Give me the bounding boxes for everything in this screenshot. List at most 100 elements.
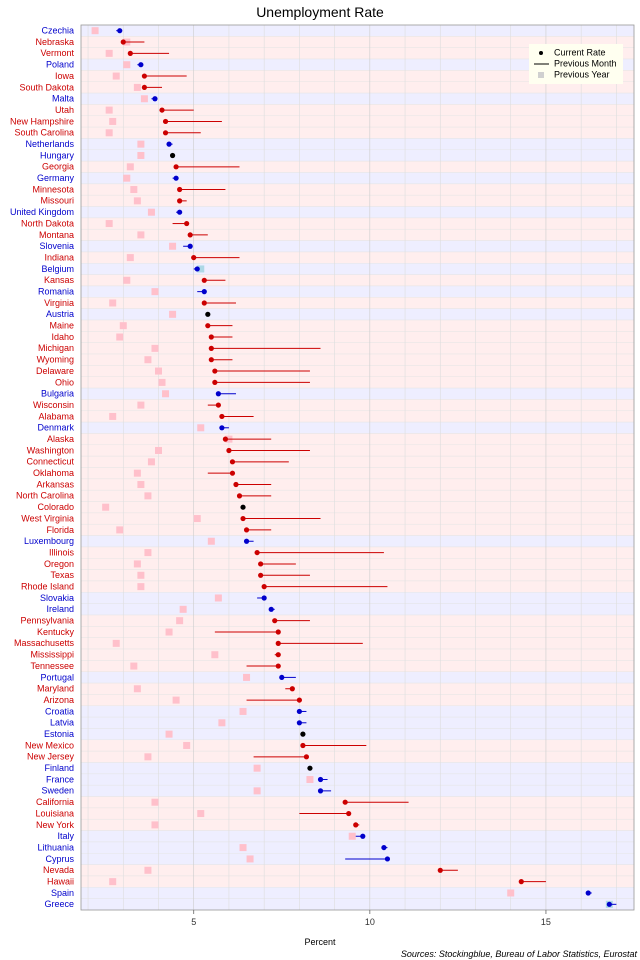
row-label: Georgia xyxy=(42,162,74,172)
current-rate-point xyxy=(187,232,193,238)
row-label: Netherlands xyxy=(25,139,74,149)
current-rate-point xyxy=(342,799,348,805)
row-band xyxy=(80,183,635,196)
current-rate-point xyxy=(289,686,295,692)
previous-year-marker xyxy=(172,696,180,704)
previous-year-marker xyxy=(116,526,124,534)
row-label: Czechia xyxy=(41,26,74,36)
previous-year-marker xyxy=(140,95,148,103)
row-band xyxy=(80,875,635,888)
current-rate-point xyxy=(169,152,176,159)
row-label: Vermont xyxy=(40,48,74,58)
current-rate-point xyxy=(162,130,169,136)
current-rate-point xyxy=(173,175,179,181)
previous-year-marker xyxy=(137,481,145,489)
row-band xyxy=(80,535,635,548)
row-label: Alabama xyxy=(38,411,74,421)
row-label: Latvia xyxy=(50,718,74,728)
row-label: Washington xyxy=(27,445,74,455)
previous-year-marker xyxy=(130,186,138,194)
row-band xyxy=(80,331,635,343)
current-rate-point xyxy=(243,527,250,533)
row-label: Michigan xyxy=(38,343,74,353)
current-rate-point xyxy=(187,243,193,249)
current-rate-point xyxy=(275,663,281,669)
row-band xyxy=(80,194,635,207)
previous-year-marker xyxy=(105,220,113,228)
current-rate-point xyxy=(317,788,324,794)
legend-current-label: Current Rate xyxy=(554,47,606,57)
previous-year-marker xyxy=(193,515,201,523)
current-rate-point xyxy=(346,810,352,817)
plot-border xyxy=(80,24,635,911)
row-label: Iowa xyxy=(55,71,74,81)
legend-current-marker xyxy=(539,51,543,55)
previous-year-marker xyxy=(154,446,162,454)
row-band xyxy=(80,648,635,661)
row-bands xyxy=(80,24,635,911)
previous-year-marker xyxy=(133,83,141,91)
row-band xyxy=(80,512,635,525)
previous-year-marker xyxy=(214,594,222,602)
current-rate-point xyxy=(229,470,236,476)
current-rate-point xyxy=(208,357,214,363)
current-rate-point xyxy=(258,561,264,567)
current-rate-point xyxy=(275,640,281,646)
row-band xyxy=(80,217,635,230)
previous-year-marker xyxy=(253,787,261,795)
row-label: Illinois xyxy=(49,547,75,557)
row-label: West Virginia xyxy=(21,513,74,523)
row-label: Spain xyxy=(51,888,74,898)
chart-title: Unemployment Rate xyxy=(256,4,384,20)
current-rate-point xyxy=(268,606,274,612)
row-label: South Carolina xyxy=(14,128,74,138)
row-band xyxy=(80,569,635,582)
previous-year-marker xyxy=(151,344,159,352)
previous-year-marker xyxy=(176,617,184,625)
current-rate-point xyxy=(162,118,169,125)
current-rate-point xyxy=(275,652,281,658)
row-label: Mississippi xyxy=(30,650,74,660)
previous-year-marker xyxy=(102,503,110,511)
row-label: Italy xyxy=(57,831,74,841)
previous-year-marker xyxy=(165,730,173,738)
current-rate-point xyxy=(205,323,211,329)
row-label: Minnesota xyxy=(32,184,74,194)
row-label: Greece xyxy=(44,899,74,909)
previous-year-marker xyxy=(306,776,314,784)
current-rate-point xyxy=(296,720,302,726)
row-label: New Mexico xyxy=(25,740,74,750)
row-label: Utah xyxy=(55,105,74,115)
row-label: Missouri xyxy=(40,196,74,206)
previous-year-marker xyxy=(507,889,515,897)
current-rate-point xyxy=(194,266,200,272)
current-rate-point xyxy=(303,754,310,760)
row-label: Nebraska xyxy=(35,37,74,47)
current-rate-point xyxy=(208,334,214,340)
legend-previous-year-marker xyxy=(538,72,544,78)
row-label: Delaware xyxy=(36,366,74,376)
row-band xyxy=(80,558,635,570)
row-label: Portugal xyxy=(40,672,74,682)
row-label: Cyprus xyxy=(45,854,74,864)
row-band xyxy=(80,308,635,321)
row-label: Idaho xyxy=(51,332,74,342)
previous-year-marker xyxy=(119,322,127,330)
previous-year-marker xyxy=(154,367,162,375)
current-rate-point xyxy=(518,879,524,885)
current-rate-point xyxy=(201,300,207,306)
row-band xyxy=(80,138,635,151)
previous-year-marker xyxy=(151,798,159,806)
previous-year-marker xyxy=(133,469,141,477)
row-label: Florida xyxy=(46,525,74,535)
row-band xyxy=(80,160,635,173)
current-rate-point xyxy=(201,289,207,295)
current-rate-point xyxy=(258,572,264,578)
row-band xyxy=(80,671,635,684)
current-rate-point xyxy=(384,856,391,862)
row-label: Massachusetts xyxy=(14,638,75,648)
previous-year-marker xyxy=(144,753,152,761)
row-band xyxy=(80,274,635,287)
